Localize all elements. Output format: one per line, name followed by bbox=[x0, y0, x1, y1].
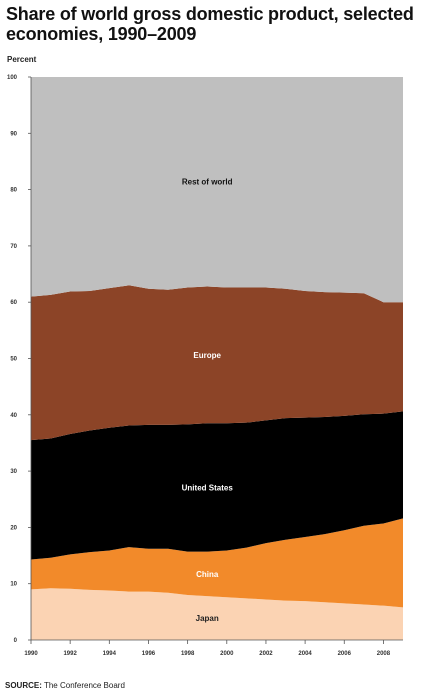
source-note: SOURCE: The Conference Board bbox=[5, 681, 125, 690]
x-tick-label-1992: 1992 bbox=[63, 651, 77, 657]
y-tick-label-80: 80 bbox=[10, 188, 17, 194]
y-tick-label-90: 90 bbox=[10, 131, 17, 137]
x-tick-label-2004: 2004 bbox=[298, 651, 312, 657]
x-tick-label-1996: 1996 bbox=[142, 651, 156, 657]
series-labels: Japan China United States Europe Rest of wor… bbox=[182, 178, 234, 623]
area-rest-of-world bbox=[31, 77, 403, 303]
x-tick-label-1990: 1990 bbox=[24, 651, 38, 657]
x-tick-label-1994: 1994 bbox=[103, 651, 117, 657]
area-layers bbox=[31, 77, 403, 640]
series-label-rest-of-world: Rest of world bbox=[182, 178, 233, 187]
source-prefix: SOURCE: bbox=[5, 681, 42, 690]
y-tick-label-50: 50 bbox=[10, 357, 17, 363]
area-china bbox=[31, 518, 403, 608]
chart-title: Share of world gross domestic product, s… bbox=[6, 4, 414, 44]
series-label-japan: Japan bbox=[196, 614, 219, 623]
area-japan bbox=[31, 588, 403, 640]
x-tick-label-1998: 1998 bbox=[181, 651, 195, 657]
y-tick-label-60: 60 bbox=[10, 300, 17, 306]
area-europe bbox=[31, 285, 403, 441]
y-tick-label-10: 10 bbox=[10, 582, 17, 588]
source-text: The Conference Board bbox=[41, 681, 125, 690]
y-tick-label-0: 0 bbox=[14, 638, 18, 644]
y-tick-label-40: 40 bbox=[10, 413, 17, 419]
y-tick-label-20: 20 bbox=[10, 525, 17, 531]
area-united-states bbox=[31, 411, 403, 560]
y-axis-label: Percent bbox=[7, 55, 37, 64]
y-tick-label-100: 100 bbox=[7, 75, 18, 81]
series-label-europe: Europe bbox=[193, 351, 221, 360]
x-tick-label-2000: 2000 bbox=[220, 651, 234, 657]
x-tick-label-2008: 2008 bbox=[377, 651, 391, 657]
x-tick-label-2006: 2006 bbox=[338, 651, 352, 657]
y-tick-label-70: 70 bbox=[10, 244, 17, 250]
axes: 0 10 20 30 40 50 60 70 80 90 100 1990 1992 1994 1996 19… bbox=[7, 75, 403, 657]
x-tick-label-2002: 2002 bbox=[259, 651, 273, 657]
series-label-united-states: United States bbox=[182, 483, 234, 492]
series-label-china: China bbox=[196, 570, 219, 579]
y-tick-label-30: 30 bbox=[10, 469, 17, 475]
